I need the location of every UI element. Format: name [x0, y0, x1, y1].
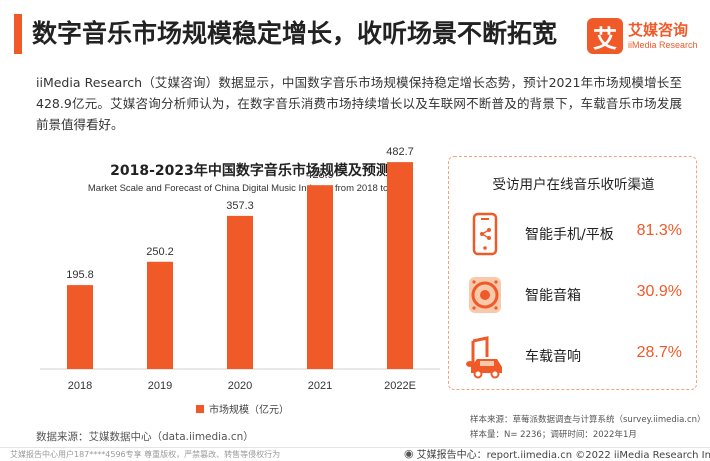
- car-music-icon: [465, 333, 505, 379]
- bar-2019: [147, 261, 173, 369]
- channel-percent: 81.3%: [636, 222, 682, 239]
- sample-size-note: 样本量：N= 2236；调研时间：2022年1月: [470, 430, 637, 440]
- data-label: 250.2: [146, 246, 174, 258]
- x-tick-label: 2021: [308, 380, 332, 392]
- bar-2020: [227, 215, 253, 369]
- logo-mark: 艾: [587, 18, 623, 54]
- channel-percent: 28.7%: [636, 344, 682, 361]
- channel-label: 智能音箱: [525, 288, 581, 304]
- channel-label: 智能手机/平板: [525, 227, 614, 243]
- chart-subtitle: Market Scale and Forecast of China Digit…: [87, 183, 413, 194]
- chart-legend: 市场规模（亿元）: [196, 401, 289, 416]
- sample-notes: 样本来源：草莓派数据调查与计算系统（survey.iimedia.cn） 样本量…: [470, 413, 706, 443]
- footer-report-text: 艾媒报告中心：report.iimedia.cn ©2022 iiMedia R…: [416, 450, 710, 461]
- bar-2018: [67, 285, 93, 369]
- channel-item-speaker: 智能音箱 30.9%: [449, 272, 698, 318]
- logo-name-en: iiMedia Research: [628, 40, 698, 50]
- logo-name-cn: 艾媒咨询: [628, 21, 689, 39]
- channel-percent: 30.9%: [636, 283, 682, 300]
- x-tick-label: 2022E: [384, 380, 416, 392]
- channel-panel: 受访用户在线音乐收听渠道 智能手机/平板 81.3%: [448, 156, 697, 390]
- brand-logo: 艾 艾媒咨询 iiMedia Research: [587, 18, 698, 54]
- report-icon: ◉: [404, 447, 414, 460]
- x-tick-label: 2020: [228, 380, 252, 392]
- data-label: 195.8: [66, 269, 94, 281]
- intro-paragraph: iiMedia Research（艾媒咨询）数据显示，中国数字音乐市场规模保持稳…: [36, 75, 682, 132]
- data-source: 数据来源：艾媒数据中心（data.iimedia.cn）: [36, 431, 254, 443]
- footer-watermark: 艾媒报告中心用户187****4596专享 尊重版权，严禁篡改、转售等侵权行为: [10, 450, 281, 459]
- page-title: 数字音乐市场规模稳定增长，收听场景不断拓宽: [32, 19, 558, 48]
- data-label: 428.9: [306, 169, 334, 181]
- title-accent-bar: [14, 14, 22, 54]
- chart-title: 2018-2023年中国数字音乐市场规模及预测: [110, 163, 390, 179]
- data-label: 357.3: [226, 200, 254, 212]
- channel-item-smartphone: 智能手机/平板 81.3%: [449, 211, 698, 257]
- data-label: 482.7: [386, 146, 414, 158]
- channel-item-car-audio: 车载音响 28.7%: [449, 333, 698, 379]
- x-tick-label: 2018: [68, 380, 92, 392]
- legend-label: 市场规模（亿元）: [209, 405, 289, 416]
- sample-source-note: 样本来源：草莓派数据调查与计算系统（survey.iimedia.cn）: [470, 415, 706, 425]
- smartphone-icon: [465, 211, 505, 257]
- bar-2021: [307, 185, 333, 369]
- panel-title: 受访用户在线音乐收听渠道: [492, 177, 655, 193]
- footer-report-center: ◉ 艾媒报告中心：report.iimedia.cn ©2022 iiMedia…: [404, 446, 710, 461]
- footer-divider: [0, 447, 710, 448]
- legend-swatch: [196, 404, 204, 413]
- x-tick-label: 2019: [148, 380, 172, 392]
- channel-label: 车载音响: [525, 349, 581, 365]
- bar-2022E: [387, 162, 413, 369]
- speaker-icon: [465, 272, 505, 318]
- logo-text: 艾媒咨询 iiMedia Research: [628, 21, 698, 51]
